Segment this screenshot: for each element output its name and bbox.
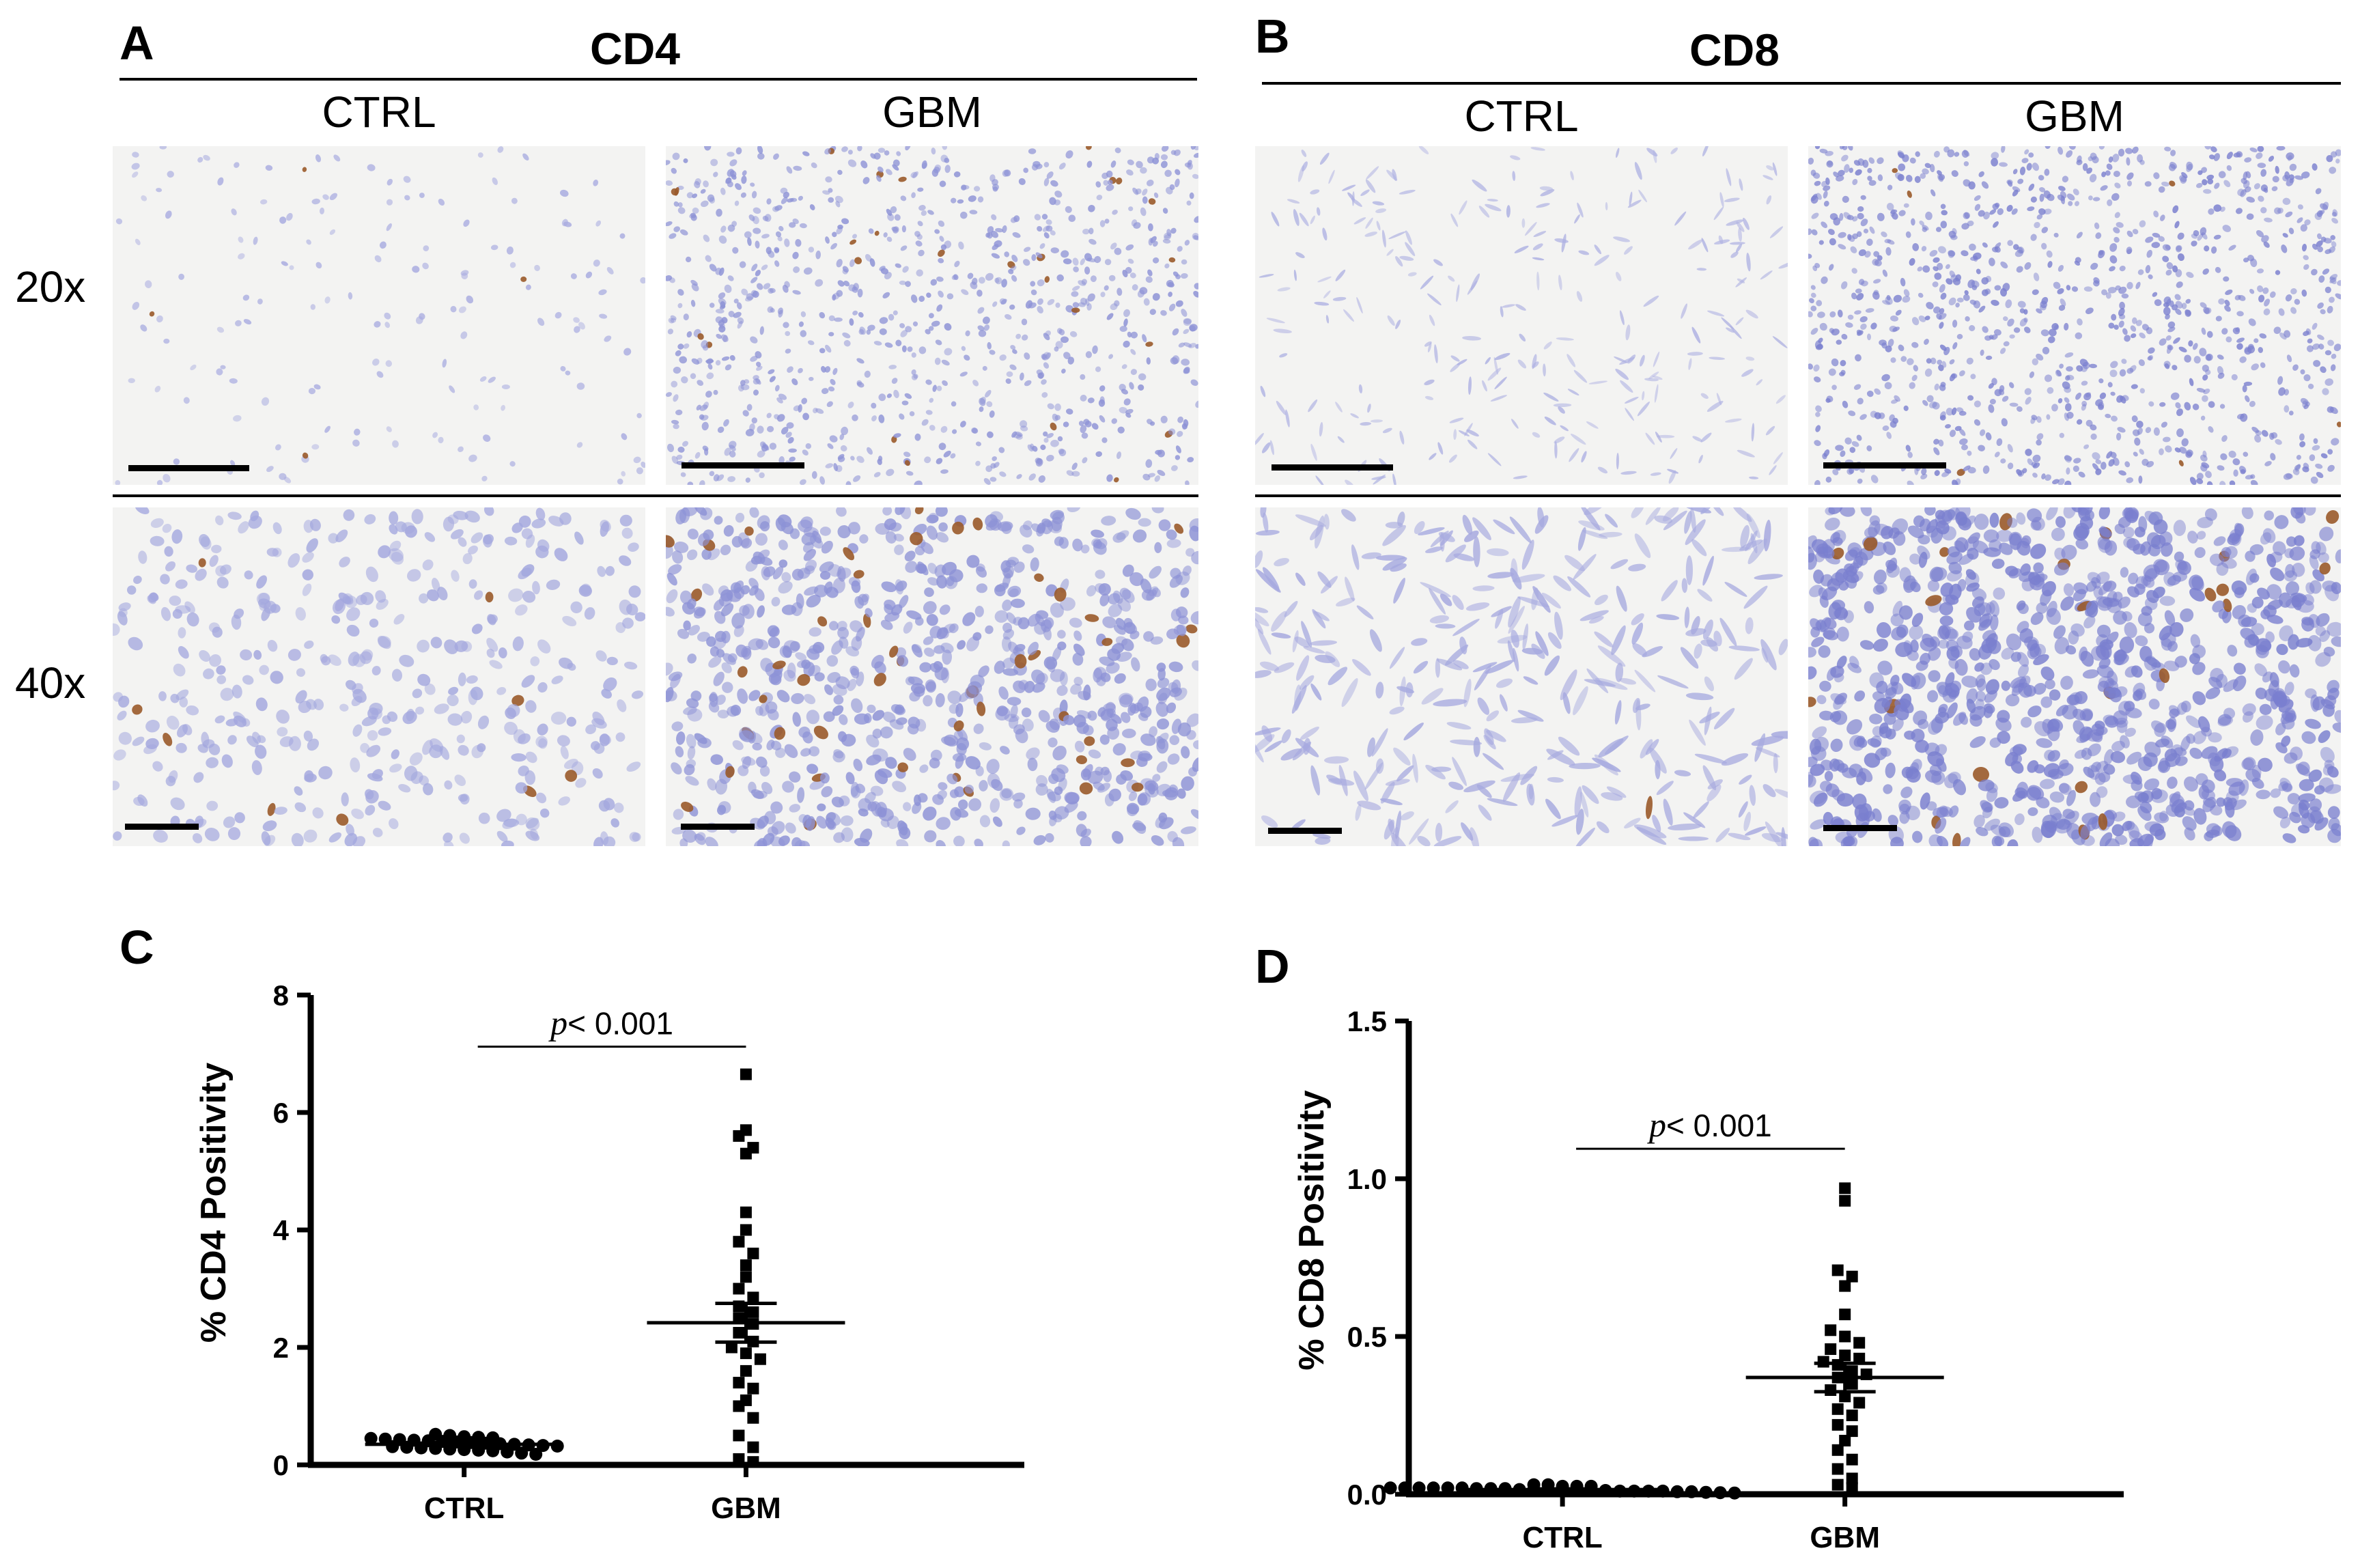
data-point-gbm [733, 1377, 745, 1389]
data-point-gbm [740, 1224, 752, 1236]
data-point-gbm [747, 1441, 759, 1453]
data-point-gbm [747, 1456, 759, 1468]
scale-bar [1823, 825, 1897, 831]
data-point-gbm [740, 1271, 752, 1283]
micrograph-cd8-gbm-20x [1808, 146, 2341, 485]
panel-b-col-label-ctrl: CTRL [1464, 92, 1579, 141]
panel-a-title: CD4 [589, 23, 681, 74]
data-point-ctrl [550, 1440, 564, 1453]
row-label-20x: 20x [15, 262, 86, 311]
scale-bar [682, 462, 804, 468]
scale-bar [128, 465, 249, 471]
scale-bar [125, 824, 199, 830]
micrograph-cd4-ctrl-20x [113, 146, 645, 485]
p-value-annotation: p< 0.001 [548, 1004, 673, 1042]
panel-a-row-divider [113, 494, 1198, 497]
data-point-gbm [740, 1364, 752, 1377]
data-point-gbm [747, 1382, 759, 1395]
micrograph-cd4-gbm-20x [666, 146, 1198, 485]
panel-letter-c: C [120, 921, 154, 974]
data-point-gbm [733, 1400, 745, 1412]
micrograph-cd4-gbm-40x [666, 507, 1198, 846]
data-point-gbm [733, 1130, 745, 1142]
row-label-40x: 40x [15, 658, 86, 708]
scale-bar [1272, 464, 1393, 471]
data-point-gbm [733, 1453, 745, 1465]
data-point-gbm [747, 1412, 759, 1424]
data-point-gbm [754, 1353, 766, 1365]
data-point-gbm [740, 1147, 752, 1160]
y-tick-label: 4 [273, 1214, 290, 1246]
data-point-ctrl [386, 1440, 399, 1453]
data-point-ctrl [515, 1446, 529, 1460]
data-point-gbm [740, 1206, 752, 1218]
micrograph-cd8-ctrl-20x [1255, 146, 1788, 485]
data-point-gbm [733, 1235, 745, 1248]
panel-b-title: CD8 [1689, 25, 1780, 75]
micrograph-cd4-ctrl-40x [113, 507, 645, 846]
scale-bar [1268, 828, 1342, 834]
data-point-ctrl [501, 1445, 514, 1459]
data-point-gbm [740, 1068, 752, 1080]
data-point-ctrl [529, 1448, 543, 1461]
panel-letter-a: A [120, 16, 154, 70]
y-tick-label: 6 [273, 1097, 289, 1129]
micrograph-cd8-gbm-40x [1808, 507, 2341, 846]
micrograph-cd8-ctrl-40x [1255, 507, 1788, 846]
data-point-gbm [747, 1291, 759, 1304]
panel-letter-b: B [1255, 10, 1290, 63]
data-point-gbm [740, 1259, 752, 1272]
panel-a-title-rule [120, 78, 1197, 81]
scale-bar [1823, 462, 1946, 468]
y-axis-title: % CD4 Positivity [194, 1063, 234, 1343]
y-tick-label: 2 [273, 1332, 289, 1364]
y-tick-label: 0 [273, 1449, 289, 1481]
data-point-ctrl [364, 1431, 378, 1445]
data-point-gbm [740, 1347, 752, 1360]
data-point-gbm [733, 1429, 745, 1442]
y-tick-label: 8 [273, 979, 289, 1011]
panel-letter-d: D [1255, 940, 1290, 993]
data-point-gbm [733, 1312, 745, 1324]
x-tick-label: CTRL [424, 1492, 504, 1525]
data-point-gbm [747, 1247, 759, 1259]
panel-b-title-rule [1262, 82, 2341, 85]
x-tick-label: GBM [711, 1492, 781, 1525]
data-point-gbm [725, 1341, 738, 1354]
scale-bar [681, 824, 755, 830]
panel-a-col-label-gbm: GBM [882, 87, 982, 137]
panel-b-row-divider [1255, 494, 2341, 497]
data-point-gbm [733, 1283, 745, 1295]
panel-a-col-label-ctrl: CTRL [322, 87, 436, 137]
data-point-gbm [747, 1306, 759, 1318]
data-point-gbm [733, 1327, 745, 1339]
panel-b-col-label-gbm: GBM [2025, 92, 2124, 141]
